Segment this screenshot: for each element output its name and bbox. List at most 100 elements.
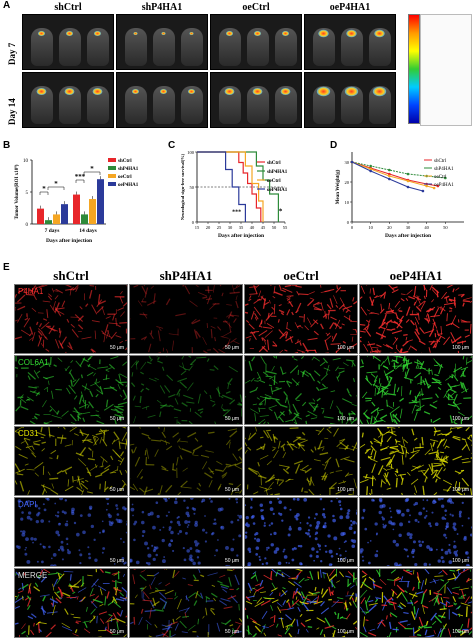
bioluminescence-signal [66, 31, 73, 36]
bioluminescence-signal [189, 32, 194, 35]
ivis-image [304, 72, 396, 128]
x-tick-label: 20 [387, 225, 392, 230]
survival-curve [197, 151, 262, 222]
fluorescence-texture [245, 569, 357, 637]
fluorescence-image: 100 μm [359, 284, 473, 354]
scale-bar-label: 100 μm [452, 629, 469, 635]
mouse-silhouette [31, 86, 53, 124]
fluorescence-texture [360, 356, 472, 424]
bioluminescence-signal [318, 29, 329, 38]
panel-e-col-title: oeCtrl [283, 268, 319, 283]
bioluminescence-signal [133, 32, 138, 35]
fluorescence-texture [245, 498, 357, 566]
stain-label: P4HA1 [18, 287, 44, 296]
fluorescence-texture [360, 569, 472, 637]
fluorescence-image: 100 μm [359, 355, 473, 425]
fluorescence-texture [360, 285, 472, 353]
legend-swatch [108, 158, 116, 162]
panel-a-row-day14: Day 14 [7, 98, 17, 125]
significance-bracket [75, 179, 85, 183]
fluorescence-texture [130, 569, 242, 637]
fluorescence-image: COL6A1 50 μm [14, 355, 128, 425]
scale-bar-label: 50 μm [110, 629, 124, 635]
mouse-silhouette [369, 28, 391, 66]
data-point [369, 167, 372, 171]
mouse-silhouette [31, 28, 53, 66]
fluorescence-image: 50 μm [129, 497, 243, 567]
panel-c-label: C [168, 140, 176, 151]
survival-curve [197, 151, 279, 222]
fluorescence-image: 100 μm [244, 426, 358, 496]
scale-bar-label: 100 μm [452, 487, 469, 493]
scale-bar-label: 100 μm [452, 558, 469, 564]
fluorescence-image: 100 μm [244, 355, 358, 425]
legend-label: oeP4HA1 [434, 183, 454, 188]
bioluminescence-signal [226, 31, 233, 36]
x-tick-label: 45 [261, 225, 266, 230]
significance-bracket [83, 171, 101, 175]
fluorescence-image: 100 μm [359, 426, 473, 496]
fluorescence-image: 50 μm [129, 355, 243, 425]
legend-swatch [108, 166, 116, 170]
bioluminescence-signal [92, 88, 103, 95]
y-axis-label: Tumor Volume(ROI x10⁸) [14, 164, 20, 219]
y-tick-label: 5 [26, 191, 29, 196]
bioluminescence-signal [346, 29, 357, 38]
x-category-label: 7 days [45, 228, 60, 234]
panel-e-label: E [3, 262, 10, 273]
data-point [388, 177, 391, 181]
scale-bar-label: 100 μm [452, 345, 469, 351]
bar [37, 208, 44, 224]
fluorescence-image: 50 μm [129, 426, 243, 496]
bar [97, 179, 104, 224]
scale-bar-label: 100 μm [337, 629, 354, 635]
mouse-silhouette [275, 28, 297, 66]
bioluminescence-signal [188, 89, 195, 94]
data-point [369, 169, 372, 173]
legend-label: shP4HA1 [434, 167, 454, 172]
fluorescence-texture [130, 285, 241, 353]
ivis-image [116, 72, 208, 128]
fluorescence-texture [15, 498, 127, 566]
y-tick-label: 0 [347, 220, 350, 225]
ivis-image [210, 72, 302, 128]
x-tick-label: 30 [228, 225, 233, 230]
x-tick-label: 20 [206, 225, 211, 230]
legend-label: shP4HA1 [267, 170, 288, 175]
y-tick-label: 10 [345, 200, 350, 205]
mouse-silhouette [153, 86, 175, 124]
significance-bracket [39, 191, 49, 195]
x-tick-label: 35 [239, 225, 244, 230]
panel-a-row-day7: Day 7 [7, 42, 17, 65]
significance-marker: *** [232, 210, 241, 216]
fluorescence-image: 100 μm [359, 497, 473, 567]
data-point [388, 174, 391, 178]
survival-curve [197, 151, 246, 222]
bioluminescence-signal [372, 86, 387, 97]
mouse-silhouette [59, 86, 81, 124]
luminescence-colorbar [408, 14, 420, 124]
data-point [421, 189, 425, 193]
mouse-silhouette [247, 28, 269, 66]
data-point [350, 160, 354, 164]
x-tick-label: 15 [195, 225, 200, 230]
fluorescence-texture [15, 356, 127, 424]
bioluminescence-signal [160, 89, 167, 94]
y-tick-label: 100 [187, 150, 195, 155]
legend-label: shCtrl [434, 159, 447, 164]
panel-a-col-title: shCtrl [54, 2, 82, 13]
x-tick-label: 0 [351, 225, 354, 230]
fluorescence-texture [245, 285, 357, 353]
panel-a-col-title: oeCtrl [242, 2, 270, 13]
panel-e-col-title: oeP4HA1 [389, 268, 443, 283]
fluorescence-texture [15, 569, 127, 637]
fluorescence-image: P4HA1 50 μm [14, 284, 128, 354]
mouse-silhouette [125, 86, 147, 124]
scale-bar-label: 50 μm [225, 629, 239, 635]
bioluminescence-signal [374, 29, 385, 38]
mouse-silhouette [275, 86, 297, 124]
legend-label: shP4HA1 [118, 167, 139, 172]
fluorescence-texture [360, 427, 472, 495]
scale-bar-label: 50 μm [225, 487, 239, 493]
